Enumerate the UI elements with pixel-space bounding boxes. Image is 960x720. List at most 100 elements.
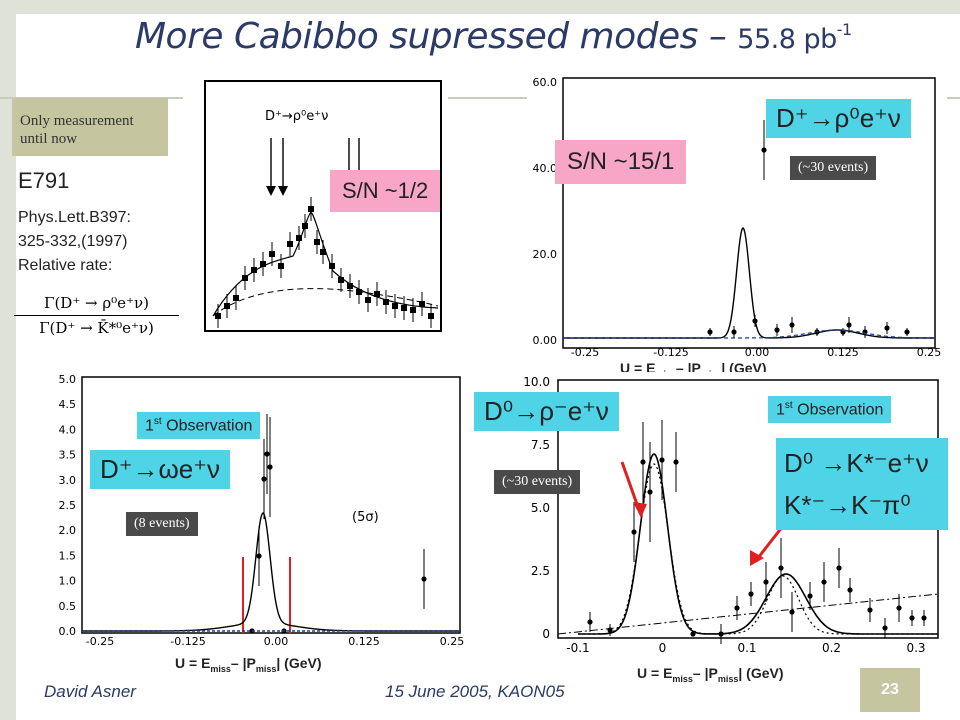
rho0-events-label: (~30 events) [790,156,877,180]
data-point [847,587,853,593]
data-point [256,553,262,559]
data-point [587,619,593,625]
x-tick-label: 0.1 [737,641,756,655]
data-point [789,609,795,615]
data-point [401,305,407,311]
data-point [909,615,915,621]
data-point [267,464,273,470]
y-tick-label: 5.0 [59,373,77,386]
data-point [761,147,767,153]
ratio-numerator: Γ(D⁺ → ρ⁰e⁺ν) [14,294,179,316]
x-tick-label: 0.25 [440,635,465,648]
data-point [308,206,314,212]
omega-plot: 0.0 0.5 1.0 1.5 2.0 2.5 3.0 3.5 4.0 4.5 5.0 -0.25 -… [52,369,470,659]
y-tick-label: 0 [542,627,550,641]
data-point [278,263,284,269]
x-tick-label: -0.25 [86,635,114,648]
y-tick-label: 1.5 [59,549,77,562]
data-point [884,325,890,331]
data-point [631,529,637,535]
e791-name: E791 [18,168,70,193]
y-tick-label: 2.5 [531,564,550,578]
x-tick-label: 0.2 [822,641,841,655]
footer-author: David Asner [44,682,136,701]
data-point [640,459,646,465]
data-point [374,291,380,297]
data-point [659,457,665,463]
data-point [734,605,740,611]
data-point [882,625,888,631]
omega-events-label: (8 events) [126,512,198,536]
data-point [410,307,416,313]
title-divider [0,97,960,99]
data-point [421,576,427,582]
data-point [260,261,266,267]
kstar-decay-box: D⁰ →K*⁻e⁺ν K*⁻→K⁻π⁰ [776,438,948,530]
data-point [264,451,270,457]
data-point [748,591,754,597]
x-tick-label: -0.125 [170,635,205,648]
rhominus-events-label: (~30 events) [494,470,581,494]
y-tick-label: 0.5 [59,600,77,613]
y-tick-label: 10.0 [523,375,550,389]
y-tick-label: 4.5 [59,398,77,411]
rho0-decay-label: D⁺→ρ⁰e⁺ν [766,99,911,138]
data-point [347,283,353,289]
data-point [224,303,230,309]
y-tick-label: 3.5 [59,449,77,462]
x-tick-label: -0.125 [653,346,688,359]
data-point [774,327,780,333]
data-point [821,579,827,585]
data-point [778,565,784,571]
y-tick-label: 3.0 [59,474,77,487]
x-tick-label: 0.00 [745,346,770,359]
omega-xaxis-label: U = Emiss– |Pmiss| (GeV) [175,655,322,674]
y-tick-label: 60.0 [533,76,558,89]
data-point [215,313,221,319]
e791-reference: Phys.Lett.B397: 325-332,(1997) Relative … [18,209,131,274]
y-tick-label: 5.0 [531,501,550,515]
y-tick-label: 7.5 [531,438,550,452]
x-tick-label: 0 [659,641,667,655]
data-point [419,301,425,307]
y-tick-label: 2.5 [59,499,77,512]
title-main: More Cabibbo supressed modes [135,16,698,57]
omega-first-observation: 1st Observation [137,412,261,440]
data-point [846,322,852,328]
data-point [287,241,293,247]
data-point [789,322,795,328]
data-point [251,267,257,273]
rhominus-xaxis-label: U = Emiss– |Pmiss| (GeV) [637,665,784,684]
y-tick-label: 40.0 [533,162,558,175]
data-point [836,565,842,571]
data-point [867,607,873,613]
y-tick-label: 20.0 [533,248,558,261]
data-point [921,615,927,621]
data-point [647,489,653,495]
x-tick-label: -0.1 [566,641,589,655]
y-tick-label: 0.00 [533,334,558,347]
data-point [731,329,737,335]
data-point [392,303,398,309]
data-point [807,593,813,599]
data-point [673,459,679,465]
x-tick-label: 0.3 [906,641,925,655]
footer-date: 15 June 2005, KAON05 [385,682,565,701]
slide-title: More Cabibbo supressed modes – 55.8 pb-1 [135,16,852,57]
data-point [707,329,713,335]
y-tick-label: 0.0 [59,625,77,638]
kstar-decay-line1: D⁰ →K*⁻e⁺ν [784,448,929,478]
omega-decay-label: D⁺→ωe⁺ν [90,450,230,489]
top-decor-bar [0,0,960,14]
data-point [428,313,434,319]
kstar-decay-line2: K*⁻→K⁻π⁰ [784,490,911,520]
left-decor-bar [0,0,16,720]
rhominus-first-observation: 1st Observation [768,396,892,424]
data-point [296,235,302,241]
data-point [329,263,335,269]
ratio-denominator: Γ(D⁺ → K̄*⁰e⁺ν) [39,319,154,337]
data-point [233,295,239,301]
y-tick-label: 4.0 [59,423,77,436]
data-point [320,249,326,255]
x-tick-label: 0.00 [264,635,289,648]
